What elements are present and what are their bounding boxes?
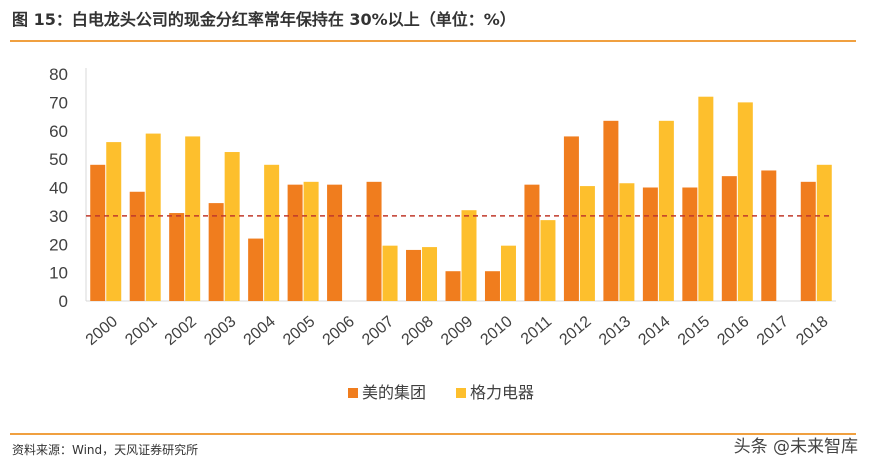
y-axis: 0 10 20 30 40 50 60 70 80 <box>49 65 87 311</box>
y-tick-label: 80 <box>49 65 68 84</box>
x-tick-label: 2012 <box>556 313 594 349</box>
bar-series-1 <box>129 191 145 301</box>
watermark: 头条 @未来智库 <box>733 437 858 457</box>
bar-series-2 <box>579 186 595 301</box>
x-tick-label: 2017 <box>754 313 792 349</box>
x-tick-label: 2003 <box>201 313 239 349</box>
bar-series-2 <box>422 247 438 301</box>
y-tick-label: 20 <box>49 235 68 254</box>
x-tick-label: 2014 <box>635 313 673 349</box>
bar-series-1 <box>406 249 422 301</box>
bar-series-2 <box>658 120 674 301</box>
y-tick-label: 10 <box>49 264 68 283</box>
y-tick-label: 50 <box>49 150 68 169</box>
bar-series-1 <box>563 136 579 301</box>
bar-series-2 <box>737 102 753 301</box>
legend: 美的集团 格力电器 <box>348 383 534 402</box>
x-tick-label: 2002 <box>162 313 200 349</box>
figure-title: 图 15：白电龙头公司的现金分红率常年保持在 30%以上（单位：%） <box>12 10 516 29</box>
bar-series-2 <box>145 133 161 301</box>
bar-series-2 <box>382 245 398 301</box>
bar-series-1 <box>366 181 382 301</box>
x-tick-label: 2011 <box>518 313 555 348</box>
bar-series-2 <box>540 220 556 301</box>
bar-series-1 <box>721 176 737 301</box>
y-tick-label: 40 <box>49 179 68 198</box>
x-tick-label: 2013 <box>596 313 634 349</box>
bar-series-2 <box>816 164 832 301</box>
x-tick-label: 2015 <box>675 313 713 349</box>
bar-series-1 <box>761 170 777 301</box>
source-note: 资料来源：Wind，天风证券研究所 <box>12 443 199 457</box>
bar-series-1 <box>208 203 224 301</box>
bars <box>90 96 832 301</box>
bar-series-1 <box>603 120 619 301</box>
x-tick-label: 2018 <box>793 313 831 349</box>
bar-series-2 <box>461 210 477 301</box>
legend-label: 格力电器 <box>470 383 534 402</box>
bar-series-1 <box>800 181 816 301</box>
bar-series-2 <box>500 245 516 301</box>
x-tick-label: 2009 <box>438 313 476 349</box>
y-tick-label: 70 <box>49 93 68 112</box>
bar-series-2 <box>698 96 714 301</box>
x-tick-label: 2007 <box>359 313 397 349</box>
bar-series-2 <box>106 142 122 301</box>
bar-series-2 <box>185 136 201 301</box>
bar-series-1 <box>484 271 500 301</box>
title-divider <box>10 40 856 42</box>
x-axis: 2000 2001 2002 2003 2004 2005 2006 2007 2008 2009… <box>83 300 836 349</box>
bar-series-1 <box>445 271 461 301</box>
bar-series-2 <box>264 164 280 301</box>
x-tick-label: 2004 <box>241 313 279 349</box>
bar-series-1 <box>287 184 303 301</box>
bar-series-2 <box>619 183 635 301</box>
y-tick-label: 60 <box>49 122 68 141</box>
x-tick-label: 2000 <box>83 313 121 349</box>
bar-series-1 <box>642 187 658 301</box>
bar-series-1 <box>682 187 698 301</box>
bar-series-2 <box>303 181 319 301</box>
bar-series-1 <box>248 238 264 301</box>
bar-series-2 <box>224 152 240 301</box>
legend-swatch <box>348 388 358 398</box>
x-tick-label: 2016 <box>714 313 752 349</box>
x-tick-label: 2001 <box>122 313 160 349</box>
bar-series-1 <box>524 184 540 301</box>
footer-divider <box>10 433 856 435</box>
x-tick-label: 2006 <box>320 313 358 349</box>
legend-swatch <box>456 388 466 398</box>
y-tick-label: 0 <box>59 292 68 311</box>
bar-series-1 <box>169 213 185 301</box>
y-tick-label: 30 <box>49 207 68 226</box>
bar-series-1 <box>327 184 343 301</box>
x-tick-label: 2010 <box>478 313 516 349</box>
bar-series-1 <box>90 164 106 301</box>
legend-label: 美的集团 <box>362 383 426 402</box>
x-tick-label: 2005 <box>280 313 318 349</box>
x-tick-label: 2008 <box>399 313 437 349</box>
